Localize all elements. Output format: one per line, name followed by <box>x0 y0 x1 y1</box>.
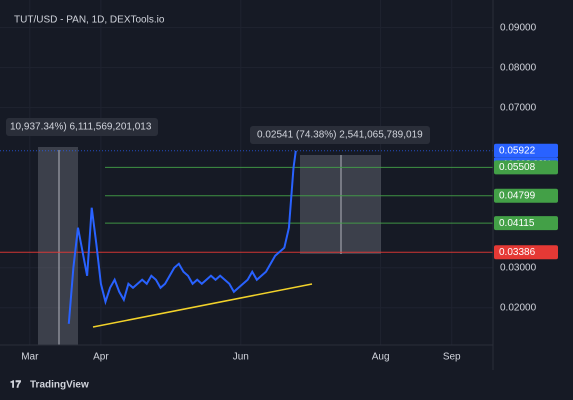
measure-box <box>38 147 78 345</box>
price-tag-label: 0.04799 <box>499 190 536 201</box>
price-tag <box>494 160 558 175</box>
price-tag <box>494 143 558 158</box>
price-tag-label: 0.05508 <box>499 162 536 173</box>
brand-logo: 𝟏𝟕 <box>10 380 22 391</box>
measure-label: 0.02541 (74.38%) 2,541,065,789,019 <box>257 130 423 141</box>
x-tick-label: Apr <box>93 352 109 363</box>
price-tag <box>494 216 558 231</box>
price-tag <box>494 245 558 260</box>
trend-line <box>92 283 313 328</box>
x-tick-label: Mar <box>21 352 39 363</box>
measure-label: 10,937.34%) 6,111,569,201,013 <box>10 122 152 133</box>
brand: TradingView <box>30 380 89 391</box>
y-tick-label: 0.08000 <box>500 62 537 73</box>
chart-title: TUT/USD - PAN, 1D, DEXTools.io <box>14 15 165 26</box>
y-tick-label: 0.02000 <box>500 302 537 313</box>
x-tick-label: Jun <box>233 352 249 363</box>
price-line-series <box>67 150 297 324</box>
x-tick-label: Aug <box>372 352 390 363</box>
price-tag <box>494 188 558 203</box>
price-tag-label: 0.03386 <box>499 247 536 258</box>
price-tag-label: 0.05922 <box>499 145 536 156</box>
measure-label-box <box>250 126 430 144</box>
x-tick-label: Sep <box>443 352 461 363</box>
y-tick-label: 0.03000 <box>500 262 537 273</box>
price-tag-label: 0.04115 <box>499 218 535 229</box>
y-tick-label: 0.07000 <box>500 102 537 113</box>
plot <box>0 150 493 324</box>
y-tick-label: 0.09000 <box>500 22 537 33</box>
measure-label-box <box>6 118 158 136</box>
